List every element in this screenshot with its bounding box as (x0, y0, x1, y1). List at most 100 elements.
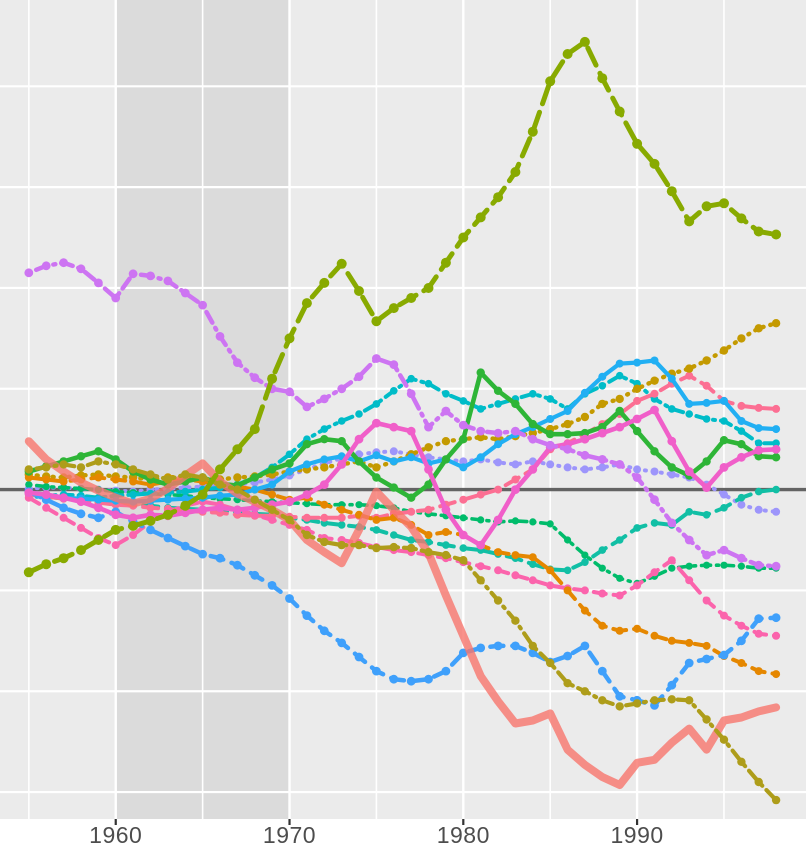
data-point (389, 542, 398, 552)
data-point (720, 561, 728, 569)
data-point (650, 696, 659, 705)
data-point (580, 586, 589, 595)
data-point (580, 434, 590, 444)
data-point (146, 503, 155, 512)
data-point (441, 528, 450, 536)
data-point (667, 636, 676, 645)
data-point (633, 358, 642, 367)
data-point (511, 475, 520, 484)
data-point (494, 440, 503, 449)
data-point (563, 651, 572, 661)
data-point (772, 439, 780, 448)
data-point (615, 591, 624, 600)
data-point (615, 406, 624, 416)
data-point (285, 467, 294, 476)
data-point (581, 551, 589, 559)
data-point (198, 505, 208, 515)
data-point (180, 288, 190, 298)
data-point (649, 158, 660, 169)
data-point (233, 505, 242, 515)
data-point (250, 373, 260, 383)
data-point (111, 510, 121, 520)
data-point (650, 376, 659, 385)
data-point (267, 581, 277, 590)
data-point (232, 444, 243, 455)
data-point (580, 388, 589, 397)
data-point (563, 679, 572, 688)
data-point (128, 269, 138, 279)
data-point (476, 490, 485, 499)
data-point (632, 473, 642, 482)
data-point (389, 457, 398, 466)
data-point (320, 537, 329, 547)
x-tick-label-1960: 1960 (89, 822, 143, 848)
data-point (719, 463, 729, 472)
data-point (372, 354, 381, 363)
data-point (754, 629, 763, 638)
data-point (510, 167, 521, 177)
data-point (719, 650, 729, 660)
data-point (285, 459, 294, 468)
data-point (580, 606, 589, 615)
data-point (633, 624, 642, 633)
data-point (476, 562, 485, 571)
data-point (546, 581, 555, 590)
data-point (389, 674, 399, 684)
data-point (494, 566, 503, 575)
data-point (285, 497, 294, 507)
data-point (546, 415, 555, 423)
data-point (528, 641, 537, 651)
data-point (598, 696, 607, 705)
data-point (685, 638, 694, 647)
data-point (388, 303, 399, 314)
data-point (24, 268, 34, 278)
data-point (337, 540, 346, 550)
data-point (667, 470, 676, 479)
data-point (23, 567, 34, 578)
data-point (320, 425, 329, 433)
data-point (494, 548, 503, 557)
data-point (771, 319, 781, 328)
data-point (458, 530, 468, 540)
data-point (355, 501, 363, 509)
data-point (129, 531, 138, 539)
data-point (94, 473, 103, 482)
data-point (285, 450, 294, 459)
data-point (580, 465, 589, 474)
data-point (354, 652, 364, 662)
data-point (702, 398, 711, 407)
data-point (303, 500, 311, 508)
data-point (753, 226, 764, 237)
data-point (337, 505, 346, 514)
data-point (667, 463, 676, 472)
data-point (441, 505, 451, 515)
data-point (598, 621, 607, 630)
data-point (268, 480, 277, 489)
data-point (667, 374, 676, 383)
data-point (563, 430, 572, 439)
data-point (737, 493, 746, 502)
data-point (354, 540, 364, 550)
data-point (685, 508, 693, 516)
data-point (215, 503, 225, 513)
data-point (76, 463, 86, 472)
data-point (528, 465, 538, 474)
data-point (546, 460, 555, 469)
data-point (319, 480, 329, 489)
data-point (476, 540, 486, 550)
data-point (632, 138, 643, 149)
data-point (459, 544, 468, 552)
data-point (319, 394, 329, 404)
data-point (633, 396, 642, 405)
data-point (772, 631, 781, 640)
data-point (60, 484, 68, 492)
data-point (511, 426, 520, 436)
data-point (441, 455, 451, 464)
data-point (754, 487, 763, 496)
data-point (667, 518, 677, 528)
data-point (580, 687, 590, 696)
data-point (493, 515, 503, 525)
data-point (442, 541, 450, 549)
data-point (424, 674, 433, 684)
data-point (42, 463, 51, 472)
